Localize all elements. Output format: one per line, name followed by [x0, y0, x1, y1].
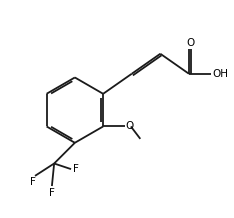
Text: F: F [49, 188, 55, 198]
Text: F: F [73, 164, 79, 174]
Text: OH: OH [212, 69, 229, 79]
Text: F: F [30, 177, 36, 187]
Text: O: O [186, 38, 194, 48]
Text: O: O [125, 121, 134, 131]
